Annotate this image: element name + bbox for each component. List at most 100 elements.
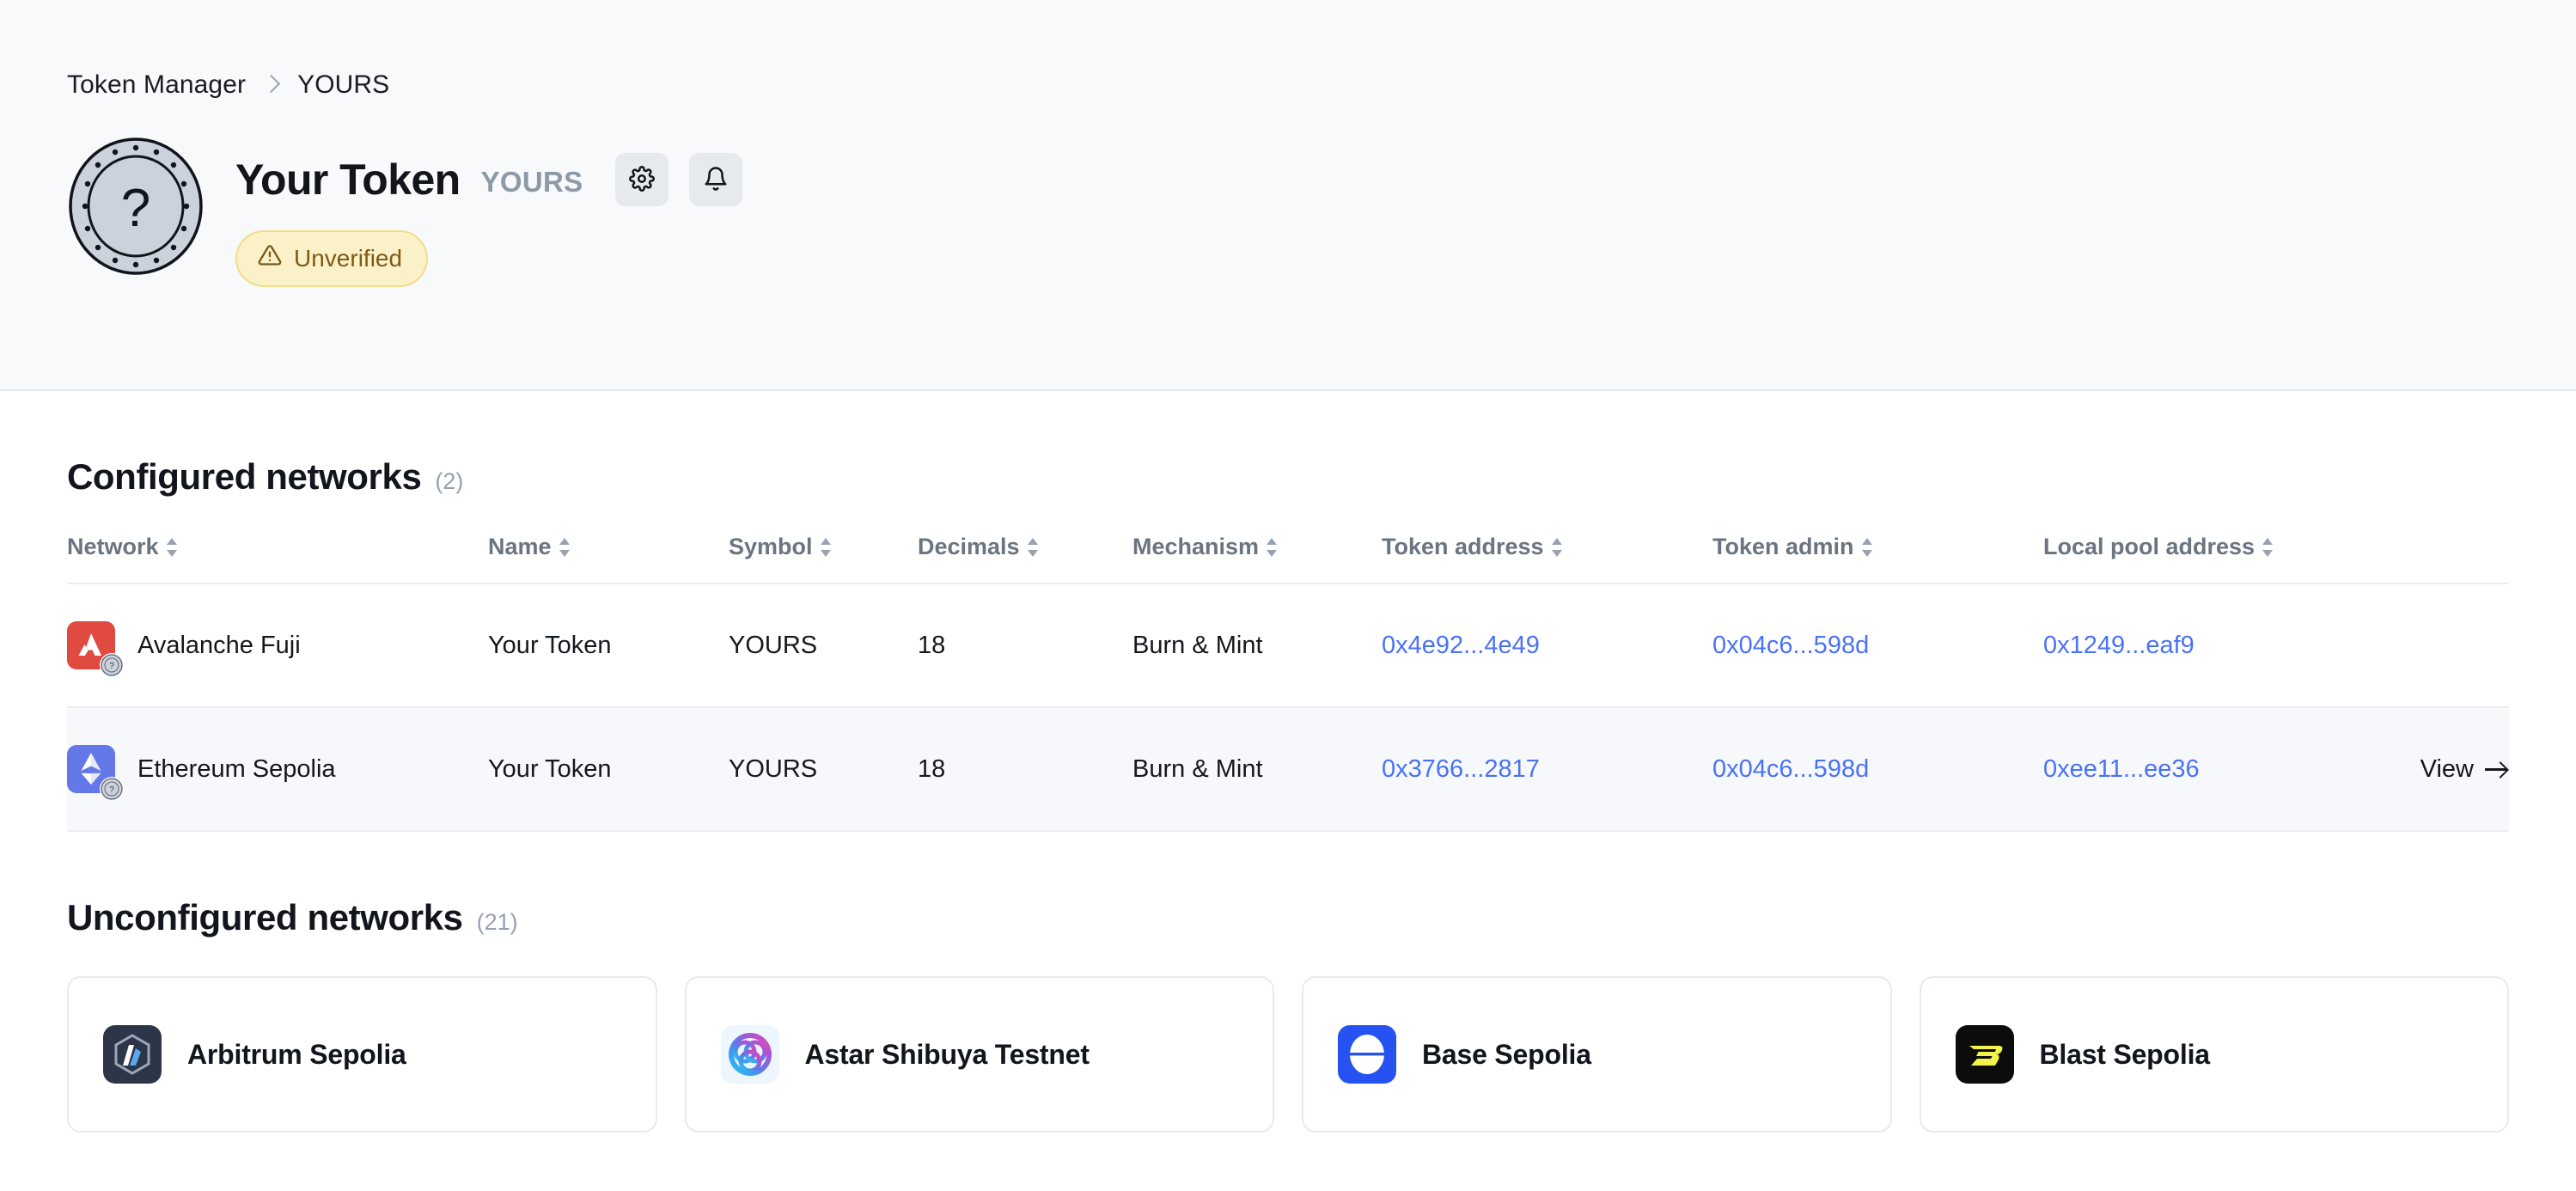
blast-logo bbox=[1955, 1025, 2014, 1084]
cell-symbol: YOURS bbox=[729, 754, 818, 783]
column-header-label: Network bbox=[67, 534, 159, 559]
network-card-label: Blast Sepolia bbox=[2039, 1038, 2211, 1070]
network-name: Avalanche Fuji bbox=[137, 631, 301, 659]
cell-network: ? Avalanche Fuji bbox=[67, 583, 488, 707]
cell-symbol: YOURS bbox=[729, 631, 818, 659]
status-badge-label: Unverified bbox=[294, 244, 403, 272]
configured-networks-heading: Configured networks (2) bbox=[67, 391, 2509, 498]
svg-text:?: ? bbox=[109, 662, 114, 671]
column-header-symbol[interactable]: Symbol bbox=[729, 534, 918, 583]
token-admin-link[interactable]: 0x04c6...598d bbox=[1712, 754, 1870, 783]
cell-token-address: 0x4e92...4e49 bbox=[1382, 583, 1712, 707]
cell-decimals: 18 bbox=[918, 631, 946, 659]
column-header-label: Name bbox=[488, 534, 552, 559]
column-header-label: Token admin bbox=[1712, 534, 1854, 559]
network-card-label: Base Sepolia bbox=[1422, 1038, 1591, 1070]
gear-icon bbox=[629, 165, 656, 194]
local-pool-address-link[interactable]: 0x1249...eaf9 bbox=[2043, 631, 2194, 659]
network-card-blast-sepolia[interactable]: Blast Sepolia bbox=[1919, 976, 2509, 1133]
column-header-decimals[interactable]: Decimals bbox=[918, 534, 1132, 583]
arbitrum-logo bbox=[103, 1025, 162, 1084]
token-title-line: Your Token YOURS bbox=[235, 153, 743, 206]
network-card-astar-shibuya-testnet[interactable]: Astar Shibuya Testnet bbox=[684, 976, 1274, 1133]
main-content: Configured networks (2) Network Name Sym… bbox=[0, 391, 2576, 1133]
sort-icon bbox=[1027, 537, 1039, 557]
unknown-token-badge-icon: ? bbox=[99, 652, 125, 678]
token-header-band: Token Manager YOURS ? bbox=[0, 0, 2576, 391]
cell-local-pool-address: 0xee11...ee36 View bbox=[2043, 707, 2509, 831]
svg-text:?: ? bbox=[109, 785, 114, 795]
column-header-token-address[interactable]: Token address bbox=[1382, 534, 1712, 583]
warning-triangle-icon bbox=[258, 243, 282, 273]
ethereum-logo: ? bbox=[67, 745, 124, 801]
sort-icon bbox=[166, 537, 178, 557]
column-header-label: Decimals bbox=[918, 534, 1020, 559]
arrow-right-icon bbox=[2485, 761, 2507, 777]
token-address-link[interactable]: 0x4e92...4e49 bbox=[1382, 631, 1540, 659]
token-meta: Your Token YOURS bbox=[235, 137, 743, 287]
column-header-token-admin[interactable]: Token admin bbox=[1712, 534, 2043, 583]
cell-mechanism: Burn & Mint bbox=[1132, 754, 1263, 783]
sort-icon bbox=[820, 537, 832, 557]
configured-networks-count: (2) bbox=[435, 468, 464, 494]
local-pool-address-link[interactable]: 0xee11...ee36 bbox=[2043, 754, 2200, 783]
network-card-label: Astar Shibuya Testnet bbox=[804, 1038, 1090, 1070]
unknown-token-coin-icon: ? bbox=[67, 137, 204, 275]
column-header-mechanism[interactable]: Mechanism bbox=[1132, 534, 1382, 583]
configured-networks-title: Configured networks bbox=[67, 456, 422, 497]
breadcrumb-current: YOURS bbox=[297, 70, 390, 99]
column-header-label: Local pool address bbox=[2043, 534, 2256, 559]
bell-icon bbox=[703, 166, 729, 194]
unknown-token-badge-icon: ? bbox=[99, 776, 125, 802]
unconfigured-networks-title: Unconfigured networks bbox=[67, 897, 463, 938]
sort-icon bbox=[1267, 537, 1278, 557]
cell-name: Your Token bbox=[488, 754, 612, 783]
network-name: Ethereum Sepolia bbox=[137, 754, 336, 783]
column-header-network[interactable]: Network bbox=[67, 534, 488, 583]
column-header-label: Token address bbox=[1382, 534, 1544, 559]
view-row-link[interactable]: View bbox=[2420, 755, 2509, 784]
cell-mechanism: Burn & Mint bbox=[1132, 631, 1263, 659]
unconfigured-networks-count: (21) bbox=[476, 909, 518, 935]
cell-network: ? Ethereum Sepolia bbox=[67, 707, 488, 831]
column-header-label: Mechanism bbox=[1132, 534, 1260, 559]
network-card-arbitrum-sepolia[interactable]: Arbitrum Sepolia bbox=[67, 976, 657, 1133]
table-row[interactable]: ? Ethereum Sepolia Your Token YOURS 18 B… bbox=[67, 707, 2509, 831]
token-address-link[interactable]: 0x3766...2817 bbox=[1382, 754, 1540, 783]
chevron-right-icon bbox=[263, 73, 280, 97]
token-admin-link[interactable]: 0x04c6...598d bbox=[1712, 631, 1870, 659]
sort-icon bbox=[1861, 537, 1873, 557]
breadcrumb: Token Manager YOURS bbox=[67, 0, 2576, 100]
column-header-label: Symbol bbox=[729, 534, 813, 559]
settings-button[interactable] bbox=[615, 153, 669, 206]
token-identity-row: ? Your Token YOURS bbox=[67, 137, 2576, 287]
unconfigured-networks-grid: Arbitrum Sepolia bbox=[67, 976, 2509, 1133]
unconfigured-networks-heading: Unconfigured networks (21) bbox=[67, 832, 2509, 938]
svg-text:?: ? bbox=[121, 179, 150, 238]
column-header-name[interactable]: Name bbox=[488, 534, 729, 583]
cell-token-admin: 0x04c6...598d bbox=[1712, 707, 2043, 831]
avalanche-logo: ? bbox=[67, 621, 124, 677]
sort-icon bbox=[559, 537, 571, 557]
token-symbol: YOURS bbox=[480, 166, 583, 198]
cell-name: Your Token bbox=[488, 631, 612, 659]
column-header-local-pool-address[interactable]: Local pool address bbox=[2043, 534, 2509, 583]
cell-decimals: 18 bbox=[918, 754, 946, 783]
cell-token-admin: 0x04c6...598d bbox=[1712, 583, 2043, 707]
breadcrumb-root-link[interactable]: Token Manager bbox=[67, 70, 247, 99]
sort-icon bbox=[2262, 537, 2274, 557]
astar-logo bbox=[720, 1025, 779, 1084]
table-row[interactable]: ? Avalanche Fuji Your Token YOURS 18 Bur… bbox=[67, 583, 2509, 707]
base-logo bbox=[1338, 1025, 1396, 1084]
notifications-button[interactable] bbox=[689, 153, 743, 206]
network-card-base-sepolia[interactable]: Base Sepolia bbox=[1302, 976, 1892, 1133]
status-badge[interactable]: Unverified bbox=[235, 230, 429, 287]
view-row-label: View bbox=[2420, 754, 2474, 783]
network-card-label: Arbitrum Sepolia bbox=[187, 1038, 406, 1070]
table-header-row: Network Name Symbol Decimals Mechanism T… bbox=[67, 534, 2509, 583]
configured-networks-table: Network Name Symbol Decimals Mechanism T… bbox=[67, 534, 2509, 832]
cell-local-pool-address: 0x1249...eaf9 bbox=[2043, 583, 2509, 707]
cell-token-address: 0x3766...2817 bbox=[1382, 707, 1712, 831]
page-title: Your Token bbox=[235, 156, 461, 204]
sort-icon bbox=[1551, 537, 1563, 557]
